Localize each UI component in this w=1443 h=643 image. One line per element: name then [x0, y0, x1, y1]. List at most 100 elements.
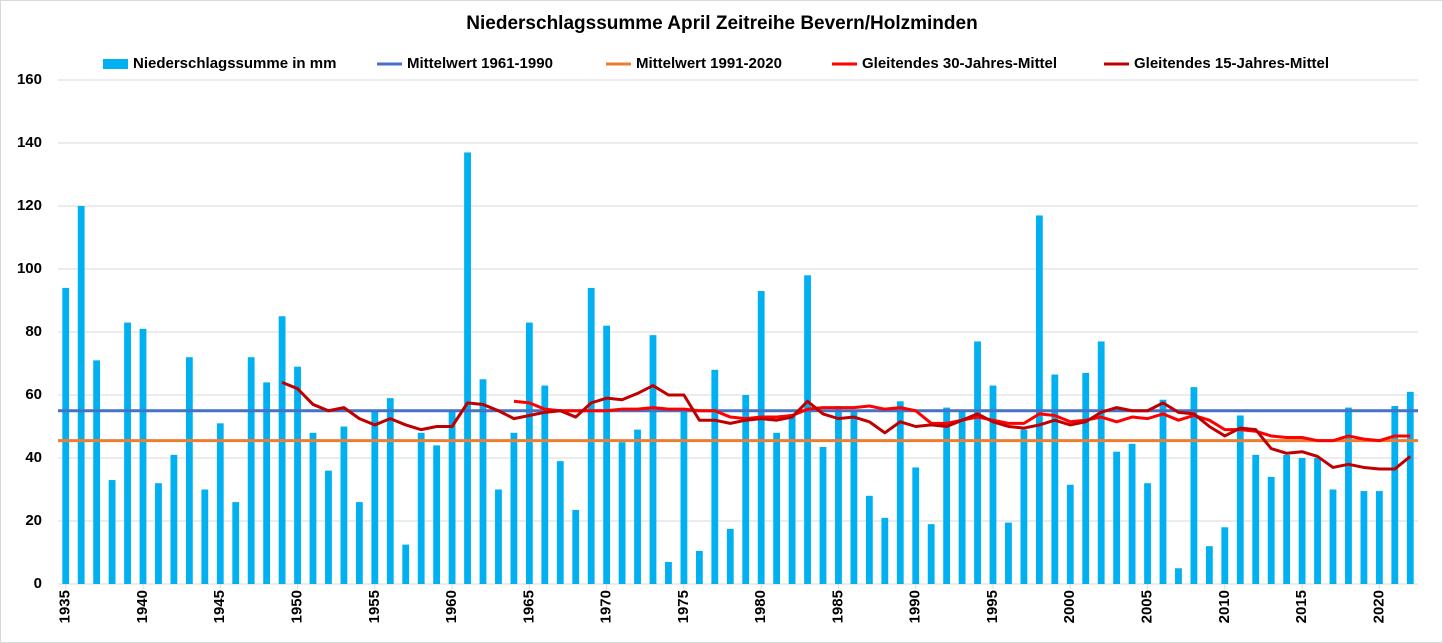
bar [958, 410, 966, 584]
bar [773, 432, 781, 584]
bar [1236, 415, 1244, 584]
x-tick-label: 1990 [907, 590, 924, 623]
bar [309, 432, 317, 584]
bar [742, 395, 750, 584]
x-tick-label: 2005 [1139, 590, 1156, 623]
bar [386, 398, 394, 584]
x-tick-label: 1970 [598, 590, 615, 623]
legend-label: Mittelwert 1961-1990 [407, 55, 553, 72]
bar [1066, 484, 1074, 584]
legend-label: Niederschlagssumme in mm [133, 55, 336, 72]
bar [757, 291, 765, 584]
bar [417, 432, 425, 584]
bar [989, 385, 997, 584]
bar [1267, 476, 1275, 584]
x-tick-label: 1935 [57, 590, 74, 623]
bar [804, 275, 811, 584]
bar [201, 489, 209, 584]
bar [232, 502, 240, 584]
y-tick-label: 100 [17, 260, 42, 277]
bar [587, 287, 595, 584]
y-tick-label: 0 [34, 575, 42, 592]
bar [355, 502, 363, 584]
bar [1005, 522, 1012, 584]
bar [340, 426, 348, 584]
bar [1360, 491, 1368, 584]
legend-label: Mittelwert 1991-2020 [636, 55, 782, 72]
bar [216, 423, 224, 584]
bar [634, 429, 641, 584]
bar [1035, 215, 1043, 584]
bar [1298, 458, 1306, 584]
x-tick-label: 2010 [1216, 590, 1233, 623]
bar [1020, 429, 1028, 584]
bar [1283, 454, 1291, 584]
bar [1144, 483, 1151, 584]
bar [371, 410, 379, 584]
bar [881, 517, 889, 584]
bar [835, 406, 842, 584]
y-tick-label: 120 [17, 197, 42, 214]
bar [464, 152, 471, 584]
bar [1128, 443, 1136, 584]
bar [1406, 391, 1414, 584]
x-tick-label: 2000 [1061, 590, 1078, 623]
bar [1375, 491, 1383, 584]
bar [155, 483, 162, 584]
bar [1159, 399, 1167, 584]
bar [1391, 406, 1399, 584]
bar [618, 442, 626, 584]
bar [695, 550, 703, 584]
chart-title: Niederschlagssumme April Zeitreihe Bever… [466, 13, 977, 34]
bar [1097, 341, 1105, 584]
bar [1329, 489, 1337, 584]
bar [294, 366, 301, 584]
x-tick-label: 2020 [1370, 590, 1387, 623]
x-tick-label: 1955 [366, 590, 383, 623]
x-tick-label: 1975 [675, 590, 692, 623]
bar [139, 328, 147, 584]
bar [912, 467, 920, 584]
bar [263, 382, 271, 584]
line-series [281, 381, 1412, 471]
bar [1252, 454, 1260, 584]
bar [711, 369, 719, 584]
y-tick-label: 40 [25, 449, 42, 466]
bar [572, 509, 580, 584]
bar [495, 489, 502, 584]
legend-label: Gleitendes 30-Jahres-Mittel [862, 55, 1057, 72]
y-tick-label: 160 [17, 71, 42, 88]
bar [108, 480, 116, 584]
bar [77, 206, 85, 584]
y-tick-label: 20 [25, 512, 42, 529]
bar [788, 413, 796, 584]
bar [1190, 387, 1198, 584]
bar [278, 316, 286, 584]
bar [649, 335, 657, 584]
bar [124, 322, 131, 584]
bar [448, 410, 456, 584]
bar [665, 561, 672, 584]
y-tick-label: 140 [17, 134, 42, 151]
bar [1221, 527, 1229, 584]
x-tick-label: 1980 [752, 590, 769, 623]
bar [556, 461, 564, 584]
legend-label: Gleitendes 15-Jahres-Mittel [1134, 55, 1329, 72]
bar [1314, 458, 1321, 584]
x-tick-label: 1950 [289, 590, 306, 623]
bar [510, 432, 518, 584]
bar [525, 322, 533, 584]
y-tick-label: 60 [25, 386, 42, 403]
bar [1205, 546, 1213, 584]
bar [943, 407, 951, 584]
bar [1345, 407, 1352, 584]
bar [1113, 451, 1121, 584]
x-tick-label: 1965 [520, 590, 537, 623]
bar [247, 357, 255, 584]
bar [1082, 372, 1090, 584]
bar [680, 410, 688, 584]
bar [726, 528, 734, 584]
